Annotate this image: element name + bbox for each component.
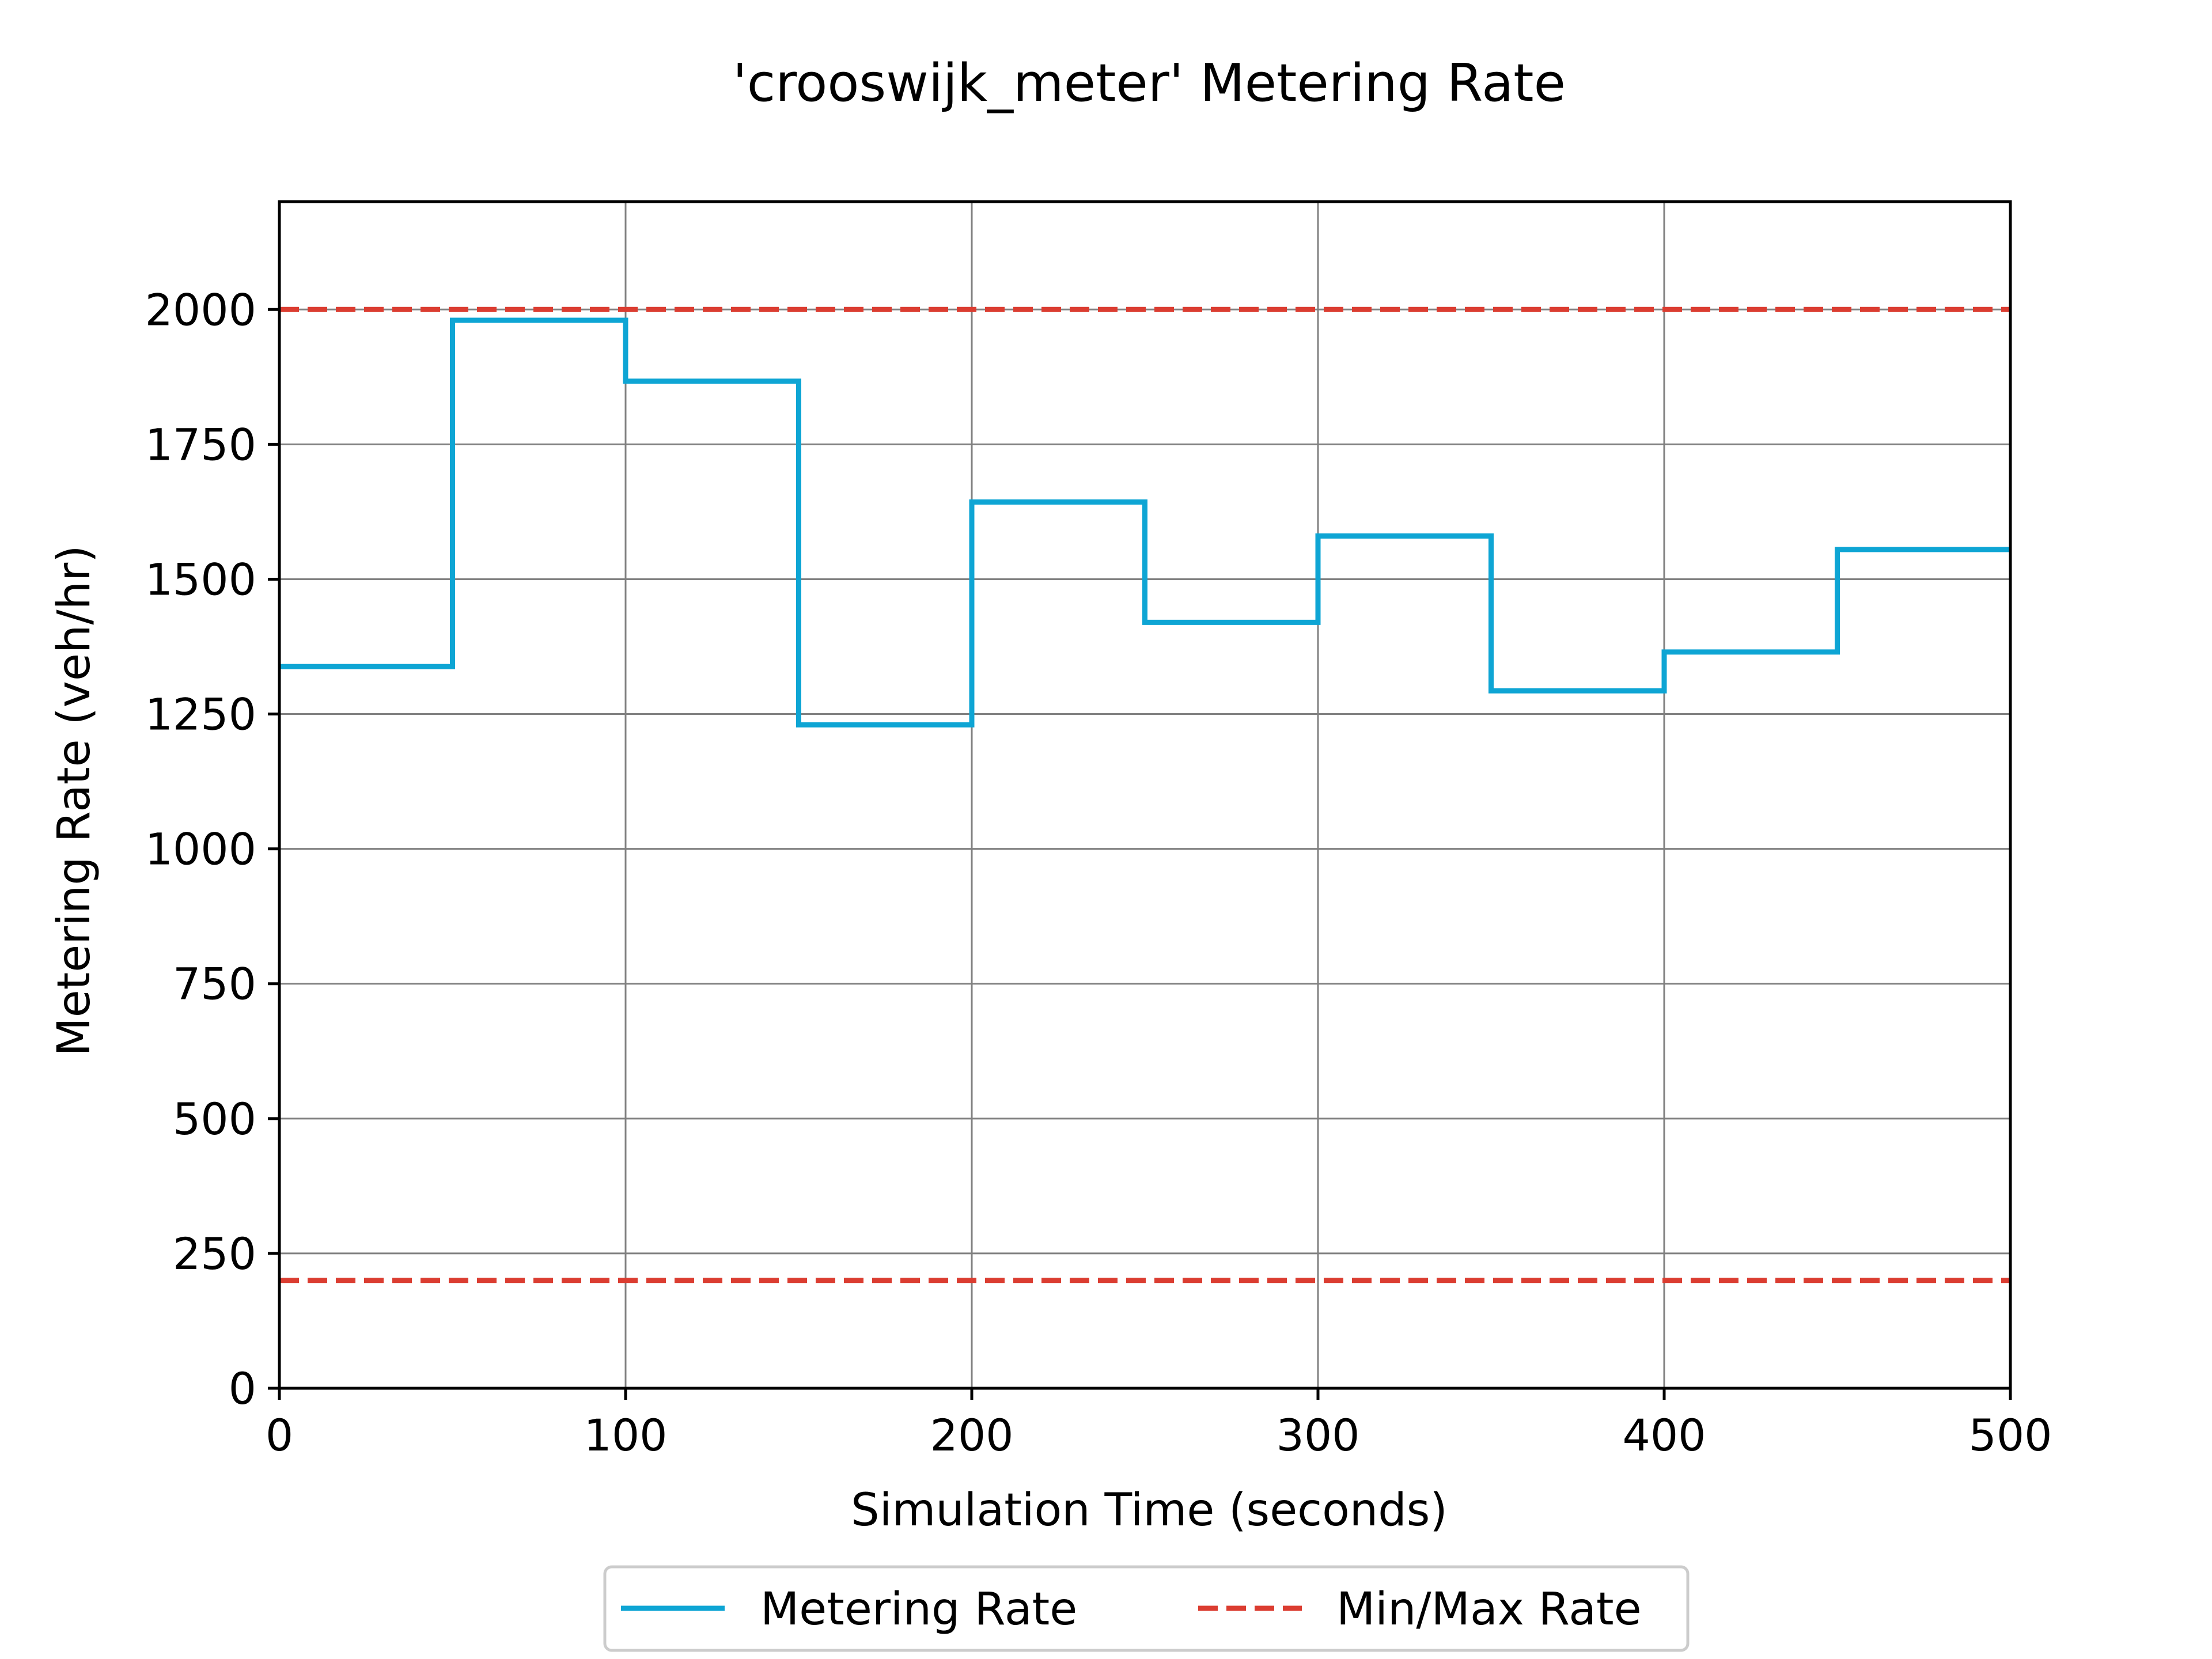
y-axis-label: Metering Rate (veh/hr)	[48, 545, 100, 1056]
metering-rate-line	[279, 317, 2010, 728]
plot-frame	[278, 200, 2012, 1390]
legend-label-metering-rate: Metering Rate	[760, 1584, 1077, 1635]
series-layer	[279, 306, 2010, 1283]
axis-ticks: 0 100 200 300 400 500 0 250 500 750 1000 1250 1500 17…	[145, 284, 2052, 1461]
x-tick-label: 300	[1276, 1410, 1359, 1461]
y-tick-label: 1500	[145, 554, 256, 605]
grid-lines	[278, 202, 2012, 1389]
y-tick-label: 1000	[145, 824, 256, 875]
x-axis-label: Simulation Time (seconds)	[851, 1484, 1448, 1536]
y-tick-label: 1250	[145, 689, 256, 740]
x-tick-label: 400	[1622, 1410, 1706, 1461]
y-tick-label: 500	[173, 1093, 256, 1145]
x-tick-label: 100	[584, 1410, 667, 1461]
x-tick-label: 0	[266, 1410, 293, 1461]
y-tick-label: 0	[229, 1363, 256, 1414]
legend-label-min-max-rate: Min/Max Rate	[1336, 1584, 1642, 1635]
y-tick-label: 750	[173, 959, 256, 1010]
y-tick-label: 1750	[145, 419, 256, 470]
chart-title: 'crooswijk_meter' Metering Rate	[733, 53, 1566, 113]
x-tick-label: 200	[930, 1410, 1013, 1461]
y-tick-label: 2000	[145, 284, 256, 335]
y-tick-label: 250	[173, 1228, 256, 1279]
legend-box	[603, 1565, 1690, 1652]
legend: Metering Rate Min/Max Rate	[603, 1565, 1690, 1652]
x-tick-label: 500	[1968, 1410, 2052, 1461]
